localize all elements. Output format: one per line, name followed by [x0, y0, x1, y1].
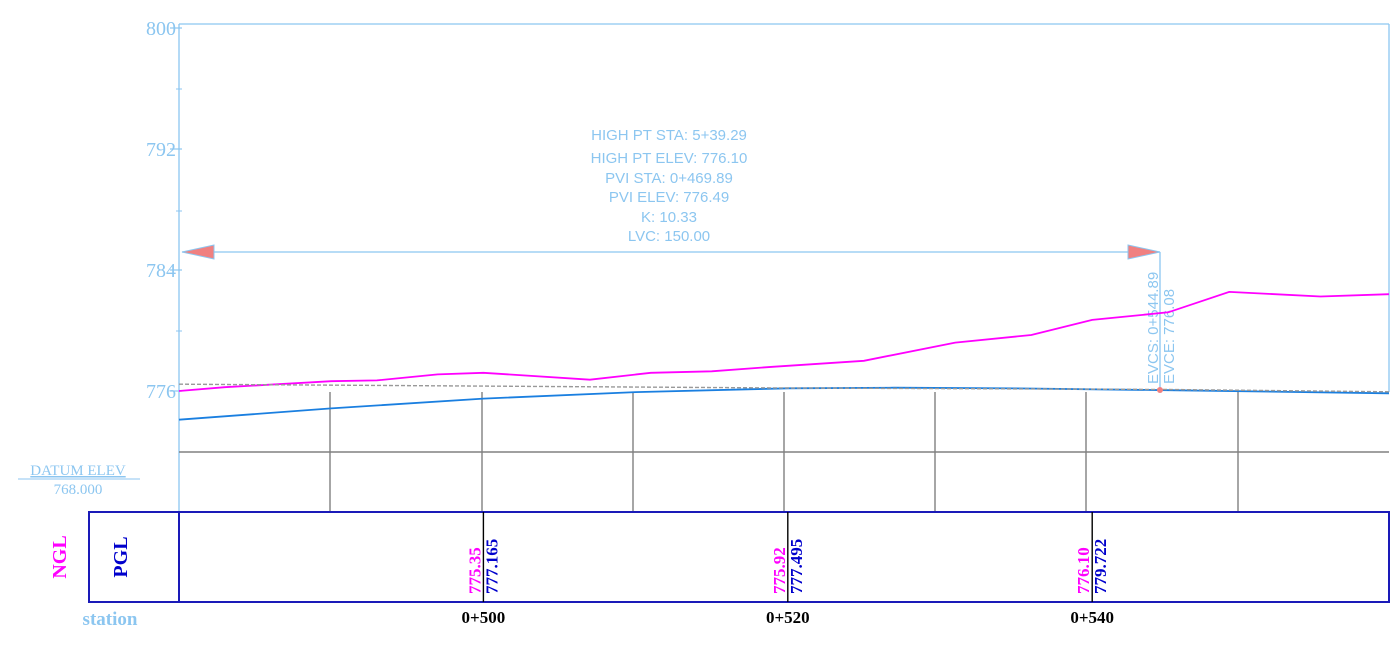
plot-frame: [178, 23, 1390, 512]
y-tick-label-792: 792: [146, 139, 176, 161]
k-value: K: 10.33: [641, 209, 697, 226]
existing-ground-line: [178, 290, 1390, 392]
pvi-station: PVI STA: 0+469.89: [605, 170, 733, 187]
ngl-row-label: NGL: [49, 535, 71, 578]
pvi-elevation: PVI ELEV: 776.49: [609, 189, 729, 206]
pgl-value: 777.495: [787, 539, 806, 594]
y-ticks: 800 792 784 776: [146, 18, 182, 403]
evce-label: EVCE: 776.08: [1161, 289, 1178, 384]
ngl-value: 776.10: [1074, 547, 1093, 594]
high-point-station: HIGH PT STA: 5+39.29: [591, 127, 747, 144]
y-tick-label-776: 776: [146, 381, 176, 403]
lvc-dimension: [181, 244, 1161, 390]
y-tick-label-784: 784: [146, 260, 176, 282]
y-tick-label-800: 800: [146, 18, 176, 40]
curve-info: HIGH PT STA: 5+39.29 HIGH PT ELEV: 776.1…: [591, 127, 748, 245]
evc-point-marker: [1157, 387, 1163, 393]
arrow-right-icon: [1127, 244, 1161, 260]
datum-value: 768.000: [54, 482, 103, 498]
data-band: NGL PGL: [49, 511, 1390, 603]
arrow-left-icon: [181, 244, 215, 260]
y-minor-ticks: [176, 88, 182, 332]
evc-labels: EVCS: 0+544.89 EVCE: 776.08: [1145, 272, 1178, 384]
pgl-value: 777.165: [482, 539, 501, 594]
profile-series: [178, 290, 1390, 421]
datum-elevation: DATUM ELEV 768.000: [18, 463, 140, 498]
ngl-value: 775.92: [770, 547, 789, 594]
station-value: 0+520: [766, 608, 810, 627]
pgl-value: 779.722: [1091, 539, 1110, 594]
datum-label: DATUM ELEV: [30, 463, 126, 479]
evcs-label: EVCS: 0+544.89: [1145, 272, 1162, 384]
station-value: 0+540: [1070, 608, 1114, 627]
lvc-value: LVC: 150.00: [628, 228, 710, 245]
station-row-label: station: [83, 609, 138, 630]
station-value: 0+500: [462, 608, 506, 627]
dashed-grade-line: [178, 383, 1390, 393]
ngl-value: 775.35: [465, 547, 484, 594]
lower-grid: [179, 392, 1389, 512]
pgl-row-label: PGL: [110, 536, 132, 577]
band-frame: [88, 511, 1390, 603]
high-point-elevation: HIGH PT ELEV: 776.10: [591, 150, 748, 167]
